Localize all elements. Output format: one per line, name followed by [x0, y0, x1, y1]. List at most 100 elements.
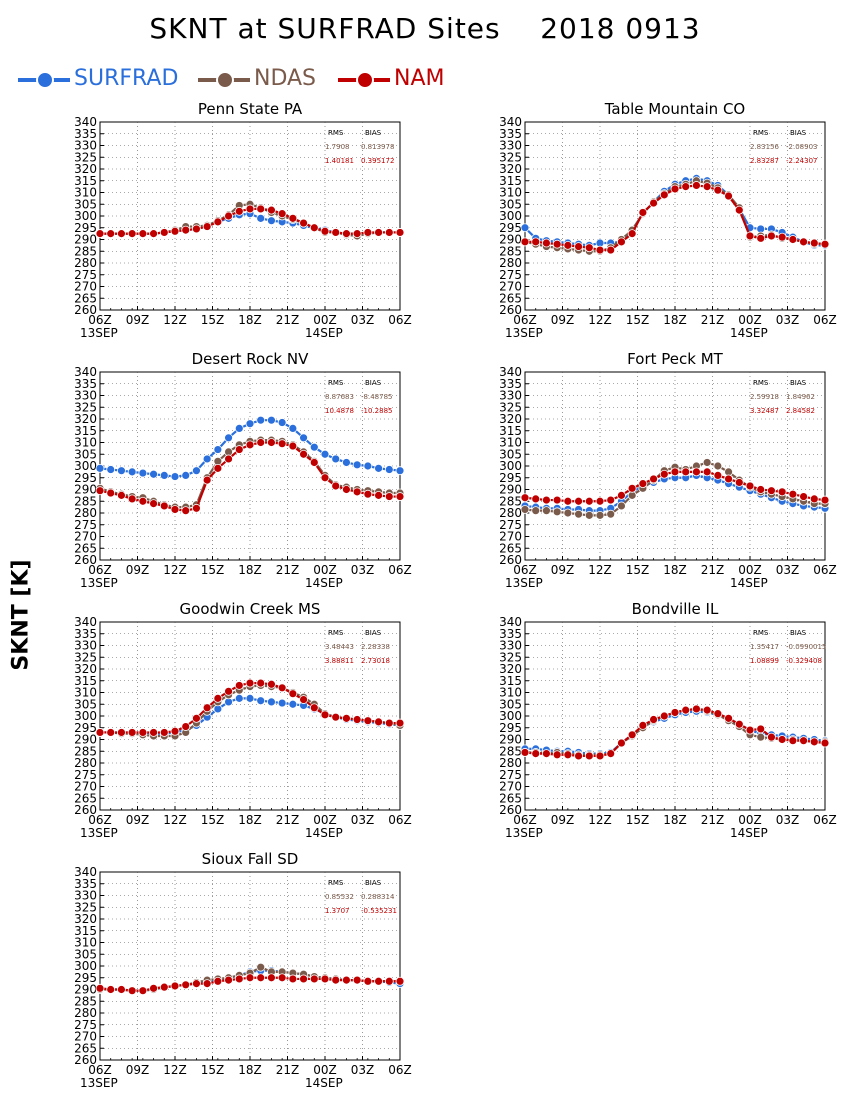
data-point-nam	[745, 231, 755, 241]
x-tick-label: 06Z	[388, 313, 412, 327]
data-point-nam	[617, 237, 626, 247]
data-point-nam	[342, 975, 351, 985]
data-point-nam	[309, 703, 319, 713]
data-point-nam	[384, 718, 394, 728]
data-point-surfrad	[224, 433, 233, 443]
x-tick-label: 03Z	[351, 813, 375, 827]
stats-rms-ndas: 1.7908	[325, 143, 350, 151]
y-tick-label: 325	[74, 900, 97, 914]
data-point-nam	[299, 974, 308, 984]
legend-marker-nam	[356, 71, 374, 89]
y-tick-label: 325	[74, 400, 97, 414]
stats-bias-ndas: 2.28338	[361, 643, 390, 651]
data-point-nam	[563, 496, 573, 506]
data-point-ndas	[756, 732, 766, 742]
data-point-nam	[595, 245, 605, 255]
data-point-nam	[799, 237, 808, 247]
x-tick-label: 09Z	[126, 313, 150, 327]
y-tick-label: 310	[74, 936, 97, 950]
data-point-surfrad	[374, 463, 383, 473]
x-tick-label: 18Z	[663, 313, 687, 327]
data-point-nam	[595, 751, 605, 761]
x-tick-label: 12Z	[163, 1063, 187, 1077]
data-point-surfrad	[170, 472, 180, 481]
data-point-nam	[288, 213, 298, 223]
stats-header-bias: BIAS	[790, 629, 807, 637]
data-point-ndas	[606, 509, 616, 519]
data-point-nam	[95, 229, 105, 239]
stats-rms-nam: 1.3707	[325, 907, 350, 915]
data-point-nam	[788, 235, 798, 244]
y-tick-label: 305	[499, 447, 522, 461]
legend-label-nam: NAM	[394, 66, 445, 91]
x-tick-label: 00Z	[738, 813, 762, 827]
data-point-nam	[767, 732, 776, 742]
data-point-surfrad	[288, 424, 298, 433]
y-tick-label: 305	[499, 197, 522, 211]
x-tick-label: 06Z	[88, 813, 112, 827]
data-point-surfrad	[288, 699, 298, 709]
data-point-nam	[809, 737, 819, 747]
data-point-nam	[159, 228, 169, 237]
data-point-nam	[777, 487, 787, 497]
y-tick-label: 265	[499, 291, 522, 305]
data-point-surfrad	[267, 415, 276, 425]
data-point-surfrad	[277, 698, 287, 708]
data-point-nam	[756, 233, 766, 243]
data-point-nam	[288, 441, 298, 451]
y-tick-label: 295	[74, 971, 97, 985]
x-tick-label: 00Z	[313, 563, 337, 577]
y-tick-label: 280	[499, 506, 522, 520]
data-point-nam	[138, 986, 148, 996]
data-point-nam	[138, 496, 148, 506]
y-tick-label: 280	[499, 256, 522, 270]
y-tick-label: 275	[499, 768, 522, 782]
x-tick-label: 03Z	[351, 563, 375, 577]
y-tick-label: 290	[74, 733, 97, 747]
y-tick-label: 295	[74, 721, 97, 735]
y-tick-label: 330	[74, 889, 97, 903]
data-point-nam	[395, 492, 405, 501]
data-point-surfrad	[363, 461, 373, 471]
data-point-nam	[331, 228, 341, 237]
data-point-nam	[649, 198, 658, 208]
legend-marker-ndas	[216, 71, 234, 89]
y-tick-label: 340	[74, 865, 97, 879]
x-tick-label: 18Z	[663, 563, 687, 577]
data-point-nam	[734, 205, 744, 215]
data-point-nam	[702, 182, 712, 192]
data-point-nam	[159, 501, 169, 511]
data-point-nam	[820, 495, 830, 505]
data-point-nam	[159, 728, 169, 737]
y-tick-label: 300	[74, 709, 97, 723]
x-tick-label: 12Z	[163, 563, 187, 577]
panel-title-goodwin-creek-ms: Goodwin Creek MS	[180, 600, 321, 618]
data-point-nam	[649, 715, 658, 724]
data-point-nam	[713, 709, 723, 719]
y-tick-label: 340	[74, 615, 97, 629]
data-point-nam	[202, 703, 212, 713]
data-point-nam	[277, 439, 287, 449]
stats-header-bias: BIAS	[790, 379, 807, 387]
x-date-label: 13SEP	[505, 326, 543, 340]
data-point-ndas	[552, 507, 562, 517]
data-point-nam	[384, 228, 394, 237]
data-point-nam	[692, 181, 701, 190]
data-point-surfrad	[127, 467, 137, 477]
data-point-surfrad	[342, 458, 351, 467]
data-point-nam	[181, 506, 191, 516]
x-tick-label: 21Z	[276, 313, 300, 327]
y-tick-label: 335	[499, 127, 522, 141]
data-point-nam	[224, 454, 233, 464]
data-point-nam	[170, 505, 180, 514]
y-tick-label: 275	[74, 518, 97, 532]
x-tick-label: 03Z	[776, 813, 800, 827]
data-point-nam	[681, 467, 691, 477]
stats-header-rms: RMS	[753, 629, 769, 637]
stats-bias-ndas: 0.288314	[361, 893, 395, 901]
y-tick-label: 285	[74, 744, 97, 758]
y-tick-label: 310	[74, 686, 97, 700]
y-tick-label: 265	[74, 1041, 97, 1055]
data-point-nam	[820, 738, 830, 748]
panel-title-fort-peck-mt: Fort Peck MT	[627, 350, 723, 368]
